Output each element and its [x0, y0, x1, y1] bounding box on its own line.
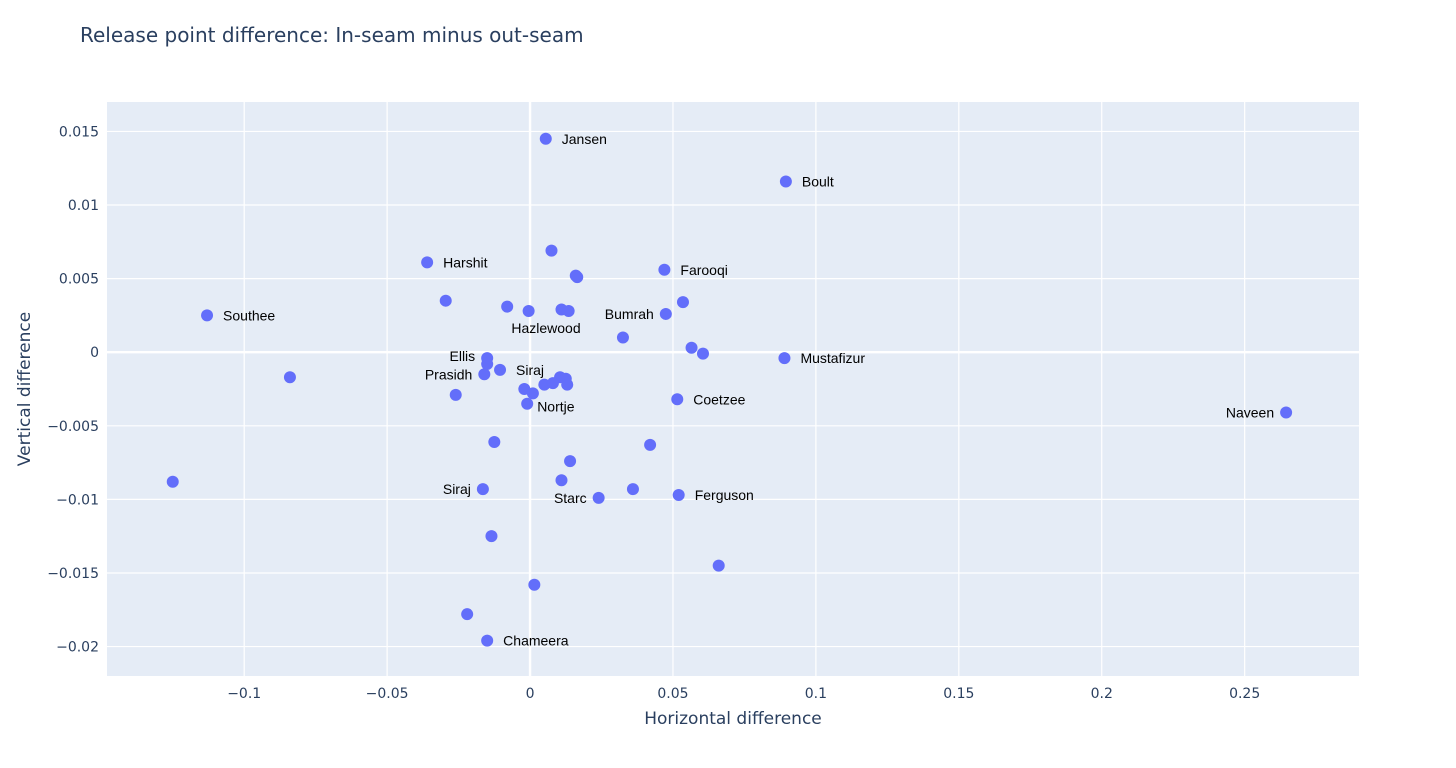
x-tick-label: 0.25: [1229, 686, 1260, 702]
point-labels: Jansen Boult Harshit Farooqi Hazlewood Southe…: [223, 131, 1274, 649]
y-tick-label: 0.005: [59, 272, 99, 288]
data-point: [546, 377, 559, 390]
point-label: Hazlewood: [511, 320, 580, 336]
y-tick-label: 0.01: [68, 198, 99, 214]
data-point: [526, 387, 539, 400]
x-tick-label: 0.05: [657, 686, 688, 702]
x-tick-label: 0.15: [943, 686, 974, 702]
data-point: [571, 271, 584, 284]
tick-labels: −0.1 −0.05 0 0.05 0.1 0.15 0.2 0.25 0.015 0.01 0.0…: [47, 124, 1260, 702]
data-point: [592, 491, 605, 504]
data-point: [659, 307, 672, 320]
point-label: Naveen: [1226, 405, 1274, 421]
point-label: Chameera: [503, 633, 569, 649]
data-point: [481, 634, 494, 647]
point-label: Starc: [554, 490, 587, 506]
point-label: Siraj: [516, 362, 544, 378]
point-label: Siraj: [443, 481, 471, 497]
data-point: [626, 483, 639, 496]
data-point: [488, 435, 501, 448]
data-point: [476, 483, 489, 496]
data-point: [478, 368, 491, 381]
point-label: Bumrah: [605, 306, 654, 322]
data-point: [1280, 406, 1293, 419]
point-label: Harshit: [443, 254, 487, 270]
x-tick-label: 0.1: [805, 686, 827, 702]
x-axis-title: Horizontal difference: [644, 709, 822, 729]
data-point: [555, 474, 568, 487]
point-label: Boult: [802, 173, 834, 189]
x-tick-label: 0: [526, 686, 535, 702]
data-point: [671, 393, 684, 406]
x-tick-label: −0.05: [366, 686, 409, 702]
data-point: [672, 488, 685, 501]
chart-title: Release point difference: In-seam minus …: [80, 23, 584, 47]
data-point: [166, 475, 179, 488]
data-point: [644, 438, 657, 451]
point-label: Southee: [223, 307, 275, 323]
data-point: [658, 263, 671, 276]
data-point: [481, 357, 494, 370]
data-point: [696, 347, 709, 360]
data-point: [562, 304, 575, 317]
data-point: [522, 304, 535, 317]
plot-area: [107, 102, 1359, 676]
point-label: Coetzee: [693, 391, 745, 407]
data-point: [421, 256, 434, 269]
data-point: [501, 300, 514, 313]
point-label: Jansen: [562, 131, 607, 147]
y-tick-label: −0.01: [56, 492, 99, 508]
y-tick-label: −0.015: [47, 566, 99, 582]
data-point: [539, 132, 552, 145]
point-label: Farooqi: [680, 262, 727, 278]
data-point: [676, 296, 689, 309]
y-tick-label: −0.005: [47, 419, 99, 435]
x-tick-label: 0.2: [1091, 686, 1113, 702]
data-point: [564, 455, 577, 468]
data-point: [201, 309, 214, 322]
data-point: [283, 371, 296, 384]
y-tick-label: 0.015: [59, 124, 99, 140]
point-label: Prasidh: [425, 366, 472, 382]
y-axis-title: Vertical difference: [15, 312, 35, 466]
data-point: [439, 294, 452, 307]
x-tick-label: −0.1: [227, 686, 261, 702]
data-point: [485, 530, 498, 543]
data-point: [616, 331, 629, 344]
data-point: [494, 363, 507, 376]
data-point: [561, 378, 574, 391]
data-point: [712, 559, 725, 572]
point-label: Nortje: [537, 399, 575, 415]
data-points: [166, 132, 1293, 647]
y-tick-label: 0: [90, 345, 99, 361]
grid-lines: [107, 102, 1359, 676]
data-point: [521, 397, 534, 410]
data-point: [449, 388, 462, 401]
y-tick-label: −0.02: [56, 640, 99, 656]
point-label: Ferguson: [695, 487, 754, 503]
data-point: [685, 341, 698, 354]
data-point: [779, 175, 792, 188]
point-label: Ellis: [450, 348, 476, 364]
point-label: Mustafizur: [800, 350, 865, 366]
data-point: [778, 352, 791, 365]
data-point: [545, 244, 558, 257]
data-point: [461, 608, 474, 621]
data-point: [528, 578, 541, 591]
